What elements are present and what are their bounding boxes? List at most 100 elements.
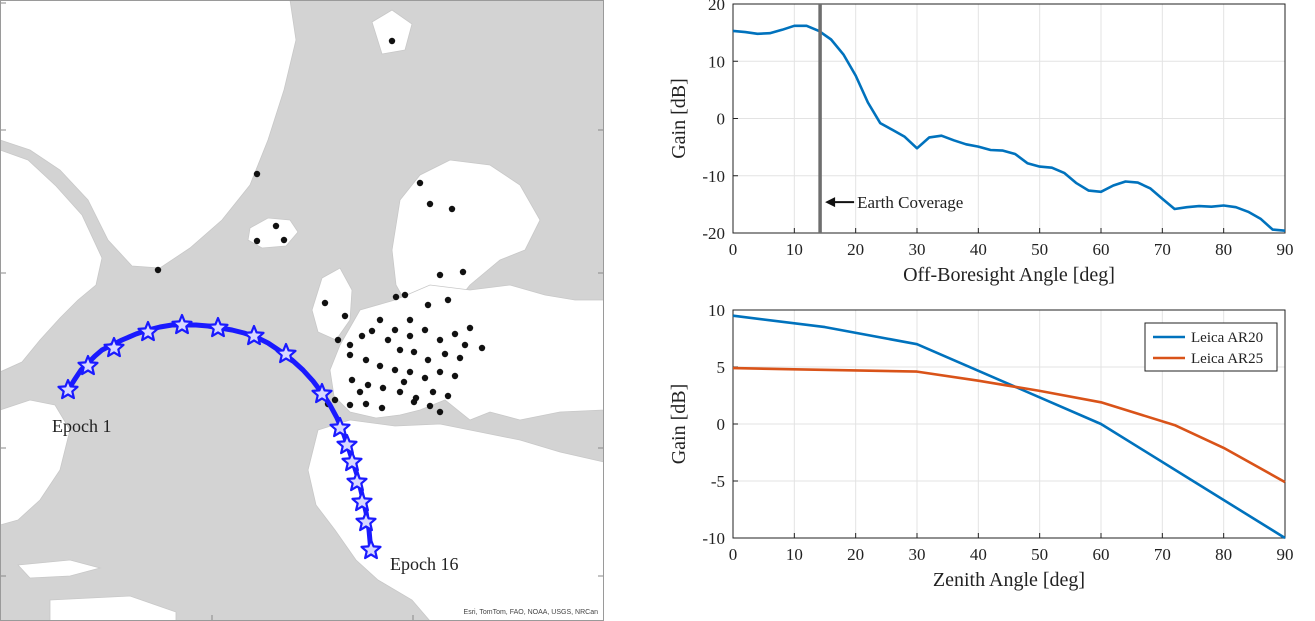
- gnss-station-marker: [410, 348, 418, 356]
- gnss-station-marker: [321, 299, 329, 307]
- epoch-star-icon: [360, 538, 382, 560]
- y-tick-label: 0: [717, 415, 726, 434]
- epoch-star-icon: [351, 490, 373, 512]
- y-tick-label: -5: [711, 472, 725, 491]
- y-tick-label: -10: [702, 529, 725, 548]
- gnss-station-marker: [341, 312, 349, 320]
- gnss-station-marker: [461, 341, 469, 349]
- gnss-station-marker: [429, 388, 437, 396]
- gnss-station-marker: [334, 336, 342, 344]
- gnss-station-marker: [384, 336, 392, 344]
- gnss-station-marker: [444, 392, 452, 400]
- y-tick-label: 10: [708, 52, 725, 71]
- legend-entry-1: Leica AR20: [1191, 330, 1263, 346]
- epoch-star-icon: [336, 433, 358, 455]
- earth-coverage-label: Earth Coverage: [857, 193, 963, 212]
- y-tick-label: 10: [708, 301, 725, 320]
- gnss-station-marker: [396, 346, 404, 354]
- gnss-station-marker: [379, 384, 387, 392]
- gnss-station-marker: [426, 402, 434, 410]
- epoch-star-icon: [311, 382, 333, 404]
- epoch-star-icon: [207, 316, 229, 338]
- y-tick-label: -20: [702, 224, 725, 243]
- x-tick-label: 40: [970, 240, 987, 259]
- x-tick-label: 50: [1031, 545, 1048, 564]
- gnss-station-marker: [331, 396, 339, 404]
- gnss-station-marker: [436, 336, 444, 344]
- gnss-station-marker: [362, 400, 370, 408]
- x-tick-label: 40: [970, 545, 987, 564]
- gnss-station-marker: [459, 268, 467, 276]
- zenith-y-axis-label: Gain [dB]: [668, 384, 690, 465]
- gnss-station-marker: [406, 316, 414, 324]
- gnss-station-marker: [364, 381, 372, 389]
- gain-y-axis-label: Gain [dB]: [668, 78, 690, 159]
- gnss-station-marker: [391, 326, 399, 334]
- x-tick-label: 70: [1154, 545, 1171, 564]
- gnss-station-marker: [376, 316, 384, 324]
- x-tick-label: 10: [786, 545, 803, 564]
- gnss-station-marker: [368, 327, 376, 335]
- epoch-markers: [57, 313, 382, 560]
- x-tick-label: 70: [1154, 240, 1171, 259]
- epoch-end-label: Epoch 16: [390, 554, 458, 574]
- epoch-star-icon: [57, 378, 79, 400]
- x-tick-label: 60: [1093, 240, 1110, 259]
- epoch-star-icon: [243, 324, 265, 346]
- x-tick-label: 80: [1215, 545, 1232, 564]
- x-tick-label: 50: [1031, 240, 1048, 259]
- y-tick-label: -10: [702, 167, 725, 186]
- gnss-station-marker: [378, 404, 386, 412]
- x-tick-label: 80: [1215, 240, 1232, 259]
- gnss-station-marker: [421, 326, 429, 334]
- gnss-station-marker: [396, 388, 404, 396]
- gnss-station-marker: [406, 368, 414, 376]
- y-tick-label: 20: [708, 0, 725, 14]
- epoch-star-icon: [355, 510, 377, 532]
- gnss-station-marker: [401, 291, 409, 299]
- gnss-station-marker: [436, 271, 444, 279]
- gnss-station-marker: [478, 344, 486, 352]
- gnss-station-marker: [421, 374, 429, 382]
- gnss-station-marker: [400, 378, 408, 386]
- epoch-star-icon: [171, 313, 193, 335]
- station-map: Epoch 1 Epoch 16 Esri, TomTom, FAO, NOAA…: [0, 0, 604, 621]
- gnss-station-marker: [424, 356, 432, 364]
- gnss-station-marker: [253, 170, 261, 178]
- epoch-start-label: Epoch 1: [52, 416, 111, 436]
- gnss-station-marker: [388, 37, 396, 45]
- gnss-station-marker: [392, 293, 400, 301]
- gnss-station-marker: [280, 236, 288, 244]
- gain-vs-off-boresight-chart: 0 10 20 30 40 50 60 70 80 90 -20 -10 0 10 20 Earth Cov…: [668, 0, 1294, 286]
- gnss-station-marker: [436, 368, 444, 376]
- gnss-station-marker: [346, 401, 354, 409]
- gnss-station-marker: [154, 266, 162, 274]
- series-line-2: [732, 366, 1286, 484]
- x-tick-label: 10: [786, 240, 803, 259]
- gnss-station-marker: [346, 341, 354, 349]
- gnss-station-marker: [348, 376, 356, 384]
- gnss-station-marker: [410, 398, 418, 406]
- gnss-station-marker: [358, 332, 366, 340]
- x-tick-label: 0: [729, 545, 738, 564]
- x-tick-label: 90: [1277, 240, 1294, 259]
- gnss-station-marker: [441, 350, 449, 358]
- series-line-1: [732, 24, 1286, 232]
- gnss-station-marker: [448, 205, 456, 213]
- epoch-star-icon: [329, 416, 351, 438]
- gnss-station-marker: [416, 179, 424, 187]
- x-tick-label: 60: [1093, 545, 1110, 564]
- y-tick-label: 0: [717, 110, 726, 129]
- gnss-station-marker: [466, 324, 474, 332]
- epoch-star-icon: [103, 336, 125, 358]
- gnss-station-marker: [346, 351, 354, 359]
- x-tick-label: 0: [729, 240, 738, 259]
- legend-entry-2: Leica AR25: [1191, 351, 1263, 367]
- gnss-station-marker: [426, 200, 434, 208]
- x-tick-label: 20: [847, 240, 864, 259]
- gain-x-axis-label: Off-Boresight Angle [deg]: [903, 264, 1115, 286]
- y-tick-label: 5: [717, 358, 726, 377]
- gnss-station-marker: [444, 296, 452, 304]
- x-tick-label: 30: [909, 545, 926, 564]
- gnss-station-marker: [253, 237, 261, 245]
